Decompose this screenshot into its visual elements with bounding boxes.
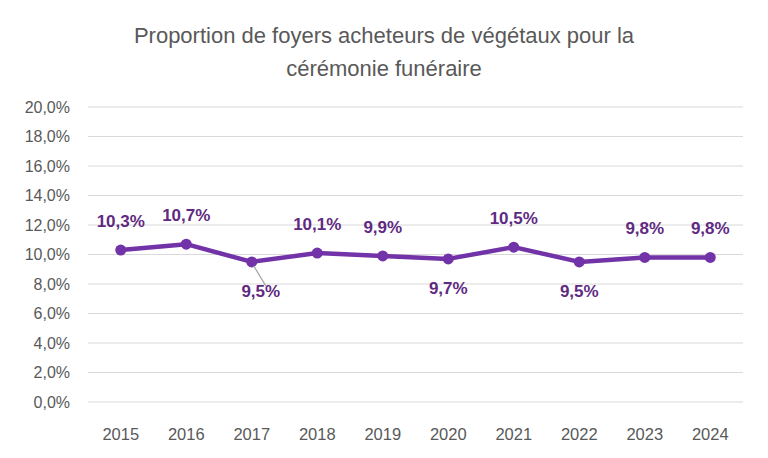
data-point-marker [246,256,257,267]
chart-container: Proportion de foyers acheteurs de végéta… [0,0,768,458]
data-label: 10,1% [293,215,341,234]
x-tick-label: 2017 [233,425,270,443]
x-tick-label: 2020 [430,425,467,443]
y-tick-label: 8,0% [34,276,70,293]
data-point-marker [312,248,323,259]
data-label: 10,7% [162,206,210,225]
data-label: 9,5% [560,282,599,301]
y-tick-label: 18,0% [25,128,70,145]
data-label: 9,9% [363,218,402,237]
x-tick-label: 2023 [626,425,663,443]
data-point-marker [705,252,716,263]
y-tick-label: 14,0% [25,187,70,204]
data-point-marker [574,256,585,267]
y-tick-label: 12,0% [25,217,70,234]
data-point-marker [181,239,192,250]
y-tick-label: 4,0% [34,335,70,352]
x-tick-label: 2019 [364,425,401,443]
data-point-marker [115,245,126,256]
y-tick-label: 20,0% [25,99,70,116]
x-tick-label: 2016 [168,425,205,443]
x-tick-label: 2021 [495,425,532,443]
x-tick-label: 2015 [102,425,139,443]
line-chart: 0,0% 2,0% 4,0% 6,0% 8,0% 10,0% 12,0% 14,0% 16,0%… [0,0,768,458]
y-tick-label: 0,0% [34,394,70,411]
data-point-marker [508,242,519,253]
data-label: 9,8% [691,219,730,238]
data-point-marker [639,252,650,263]
series-line [121,244,711,262]
data-point-marker [377,250,388,261]
data-label: 10,5% [490,209,538,228]
y-tick-label: 2,0% [34,364,70,381]
data-label: 9,5% [241,282,280,301]
y-tick-label: 16,0% [25,158,70,175]
x-tick-label: 2024 [692,425,729,443]
x-tick-label: 2022 [561,425,598,443]
data-point-marker [443,253,454,264]
data-label: 9,7% [429,279,468,298]
y-tick-label: 10,0% [25,246,70,263]
x-tick-label: 2018 [299,425,336,443]
data-label: 10,3% [97,212,145,231]
y-tick-label: 6,0% [34,305,70,322]
data-label: 9,8% [625,219,664,238]
